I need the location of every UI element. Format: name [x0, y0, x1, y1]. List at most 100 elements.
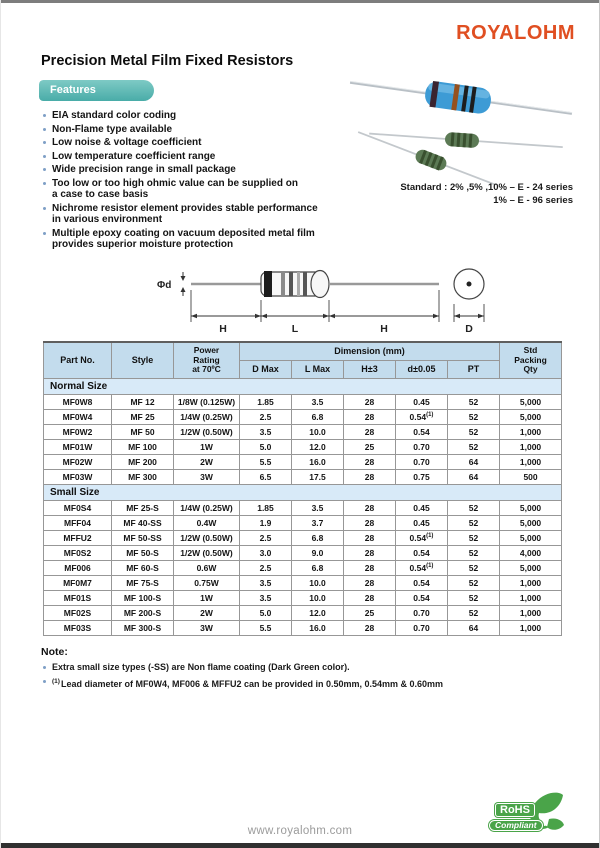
cell-pt: 52	[446, 575, 501, 591]
note-item: (1)Lead diameter of MF0W4, MF006 & MFFU2…	[41, 676, 541, 690]
cell-power: 2W	[173, 605, 240, 621]
cell-d_max: 2.5	[239, 530, 292, 546]
cell-h: 28	[343, 530, 396, 546]
note-list: Extra small size types (-SS) are Non fla…	[41, 662, 541, 690]
cell-qty: 5,000	[499, 409, 563, 425]
footnote-marker: (1)	[426, 563, 434, 570]
cell-l_max: 10.0	[291, 424, 344, 440]
cell-part: MF02S	[43, 605, 112, 621]
green-resistor-image-2	[357, 131, 505, 185]
cell-l_max: 10.0	[291, 590, 344, 606]
rohs-compliant-label: Compliant	[489, 820, 543, 831]
cell-pt: 64	[446, 469, 501, 485]
cell-l_max: 12.0	[291, 439, 344, 455]
cell-l_max: 3.5	[291, 500, 344, 516]
note-label: Note:	[41, 646, 68, 658]
green-resistor-image	[369, 132, 563, 149]
cell-l_max: 10.0	[291, 575, 344, 591]
table-row: MF0S2 MF 50-S 1/2W (0.50W) 3.0 9.0 28 0.54 52 4,…	[43, 545, 563, 561]
cell-l_max: 6.8	[291, 560, 344, 576]
cell-pt: 52	[446, 515, 501, 531]
cell-part: MF03W	[43, 469, 112, 485]
cell-d_max: 5.0	[239, 439, 292, 455]
feature-item: Low temperature coefficient range	[41, 151, 351, 163]
cell-pt: 52	[446, 394, 501, 410]
cell-pt: 64	[446, 454, 501, 470]
col-header-d-max: D Max	[239, 360, 292, 379]
cell-qty: 500	[499, 469, 563, 485]
cell-l_max: 17.5	[291, 469, 344, 485]
cell-d_max: 5.0	[239, 605, 292, 621]
cell-qty: 5,000	[499, 394, 563, 410]
feature-item: Too low or too high ohmic value can be s…	[41, 178, 351, 201]
table-row: MF01S MF 100-S 1W 3.5 10.0 28 0.54 52 1,000	[43, 590, 563, 606]
resistor-photo	[349, 80, 573, 185]
cell-h: 28	[343, 500, 396, 516]
cell-style: MF 300	[111, 469, 174, 485]
diagram-h-left-label: H	[219, 323, 227, 335]
cell-power: 1/8W (0.125W)	[173, 394, 240, 410]
cell-d: 0.54	[395, 424, 448, 440]
cell-d: 0.45	[395, 515, 448, 531]
cell-power: 0.4W	[173, 515, 240, 531]
cell-h: 28	[343, 515, 396, 531]
cell-d: 0.54	[395, 590, 448, 606]
col-header-d: d±0.05	[395, 360, 448, 379]
cell-part: MF006	[43, 560, 112, 576]
cell-pt: 52	[446, 605, 501, 621]
page-title: Precision Metal Film Fixed Resistors	[41, 53, 294, 69]
cell-l_max: 16.0	[291, 454, 344, 470]
cell-d_max: 5.5	[239, 454, 292, 470]
cell-style: MF 40-SS	[111, 515, 174, 531]
cell-qty: 1,000	[499, 590, 563, 606]
table-row: MFF04 MF 40-SS 0.4W 1.9 3.7 28 0.45 52 5,000	[43, 515, 563, 531]
cell-d_max: 1.85	[239, 500, 292, 516]
blue-resistor-image	[349, 80, 573, 115]
diagram-h-right-label: H	[380, 323, 388, 335]
cell-part: MF0W4	[43, 409, 112, 425]
table-row: MF006 MF 60-S 0.6W 2.5 6.8 28 0.54(1) 52 5,000	[43, 560, 563, 576]
cell-l_max: 12.0	[291, 605, 344, 621]
cell-d: 0.54	[395, 575, 448, 591]
cell-style: MF 100	[111, 439, 174, 455]
cell-power: 0.6W	[173, 560, 240, 576]
cell-pt: 52	[446, 590, 501, 606]
note-section: Note: Extra small size types (-SS) are N…	[41, 646, 541, 693]
table-row: MF0W4 MF 25 1/4W (0.25W) 2.5 6.8 28 0.54(1) 52 5…	[43, 409, 563, 425]
page-bottom-rule	[1, 843, 599, 848]
cell-part: MF0W8	[43, 394, 112, 410]
cell-d: 0.54(1)	[395, 530, 448, 546]
cell-h: 28	[343, 575, 396, 591]
cell-d: 0.70	[395, 439, 448, 455]
cell-power: 3W	[173, 620, 240, 636]
table-section-row: Normal Size	[42, 378, 563, 395]
cell-l_max: 3.5	[291, 394, 344, 410]
col-header-qty: Std Packing Qty	[499, 341, 563, 379]
cell-style: MF 200	[111, 454, 174, 470]
cell-qty: 1,000	[499, 424, 563, 440]
footnote-marker: (1)	[426, 412, 434, 419]
cell-d: 0.54(1)	[395, 560, 448, 576]
cell-part: MF01S	[43, 590, 112, 606]
cell-style: MF 75-S	[111, 575, 174, 591]
cell-h: 28	[343, 424, 396, 440]
footer-url-link[interactable]: www.royalohm.com	[247, 825, 353, 837]
cell-style: MF 50	[111, 424, 174, 440]
cell-h: 28	[343, 545, 396, 561]
feature-item: Nichrome resistor element provides stabl…	[41, 203, 351, 226]
features-heading: Features	[39, 80, 154, 101]
standard-series-note: Standard : 2% ,5% ,10% – E - 24 series 1…	[400, 182, 573, 206]
cell-part: MF0S4	[43, 500, 112, 516]
cell-h: 25	[343, 439, 396, 455]
footnote-marker: (1)	[52, 678, 60, 685]
col-header-part: Part No.	[43, 341, 112, 379]
cell-part: MF0S2	[43, 545, 112, 561]
col-header-pt: PT	[446, 360, 501, 379]
cell-d_max: 2.5	[239, 409, 292, 425]
cell-d: 0.54	[395, 545, 448, 561]
feature-item: Low noise & voltage coefficient	[41, 137, 351, 149]
cell-power: 1W	[173, 439, 240, 455]
cell-d_max: 3.5	[239, 575, 292, 591]
cell-d_max: 3.5	[239, 424, 292, 440]
